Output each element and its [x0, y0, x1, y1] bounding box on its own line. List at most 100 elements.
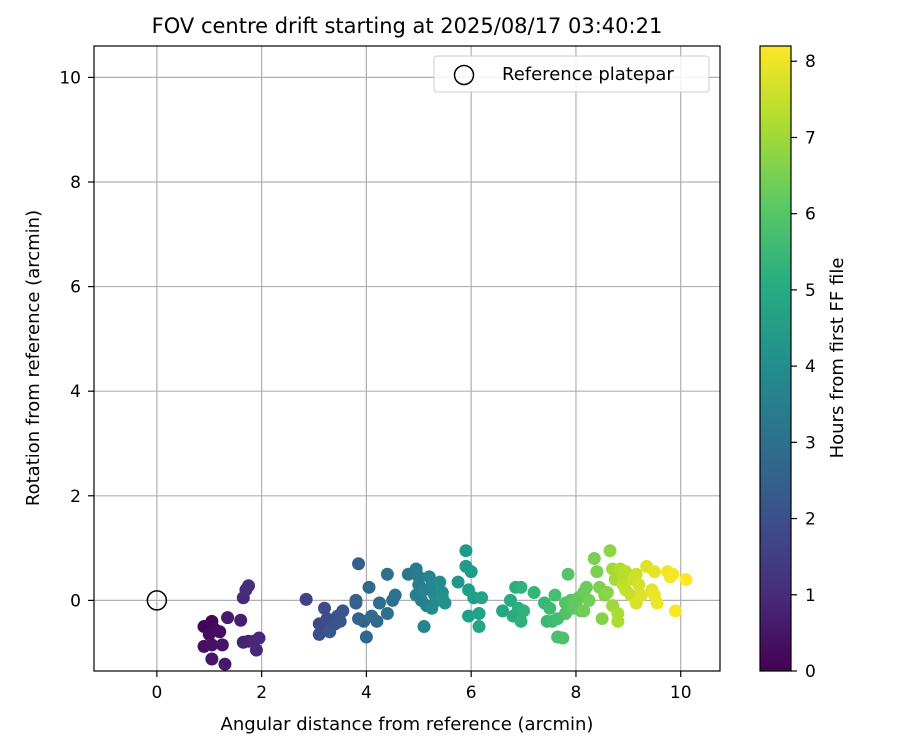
legend-box	[433, 55, 710, 93]
data-point	[215, 638, 229, 652]
y-axis-label: Rotation from reference (arcmin)	[23, 210, 44, 506]
data-point	[380, 567, 394, 581]
data-point	[459, 544, 473, 558]
y-tick-label: 4	[70, 382, 81, 402]
colorbar-tick-label: 7	[805, 128, 816, 148]
data-point	[205, 652, 219, 666]
data-point	[433, 575, 447, 589]
data-point	[679, 572, 693, 586]
data-point	[252, 631, 266, 645]
y-tick-label: 0	[70, 591, 81, 611]
plot-frame	[93, 45, 721, 672]
data-point	[634, 588, 648, 602]
data-point	[451, 575, 465, 589]
data-point	[517, 604, 531, 618]
x-tick-label: 8	[571, 683, 582, 703]
colorbar-tick-label: 6	[805, 205, 816, 225]
chart-title: FOV centre drift starting at 2025/08/17 …	[152, 14, 663, 38]
data-point	[600, 586, 614, 600]
data-point	[388, 588, 402, 602]
data-point	[464, 565, 478, 579]
x-tick-label: 4	[361, 683, 372, 703]
data-point	[218, 657, 232, 671]
data-point	[611, 614, 625, 628]
data-point	[312, 627, 326, 641]
data-point	[603, 544, 617, 558]
data-point	[556, 631, 570, 645]
legend-entry-reference-platepar: Reference platepar	[502, 64, 674, 85]
data-point	[221, 611, 235, 625]
data-point	[587, 552, 601, 566]
y-tick-label: 6	[70, 278, 81, 298]
data-point	[590, 565, 604, 579]
data-point	[234, 613, 248, 627]
y-axis-ticks: 0 2 4 6 8 10	[59, 68, 94, 611]
x-tick-label: 10	[670, 683, 692, 703]
data-point	[514, 580, 528, 594]
data-point	[417, 620, 431, 634]
x-tick-label: 6	[466, 683, 477, 703]
data-point	[205, 638, 219, 652]
data-points	[197, 544, 693, 671]
data-point	[668, 604, 682, 618]
data-point	[317, 601, 331, 615]
data-point	[213, 625, 227, 639]
colorbar: 0 1 2 3 4 5 6 7 8 Hours from first FF file	[759, 45, 848, 682]
legend-reference-marker	[453, 64, 475, 86]
data-point	[503, 593, 517, 607]
data-point	[527, 586, 541, 600]
data-point	[359, 630, 373, 644]
data-point	[543, 601, 557, 615]
data-point	[650, 596, 664, 610]
data-point	[352, 557, 366, 571]
data-point	[629, 567, 643, 581]
data-point	[595, 612, 609, 626]
data-point	[472, 620, 486, 634]
data-point	[666, 567, 680, 581]
colorbar-tick-label: 8	[805, 52, 816, 72]
data-point	[648, 565, 662, 579]
data-point	[370, 614, 384, 628]
data-point	[323, 625, 337, 639]
colorbar-tick-label: 5	[805, 281, 816, 301]
data-point	[472, 606, 486, 620]
colorbar-tick-label: 3	[805, 433, 816, 453]
data-point	[561, 567, 575, 581]
data-point	[548, 588, 562, 602]
x-axis-ticks: 0 2 4 6 8 10	[151, 671, 692, 703]
data-point	[249, 643, 263, 657]
y-tick-label: 2	[70, 487, 81, 507]
data-point	[349, 593, 363, 607]
colorbar-ticks: 0 1 2 3 4 5 6 7 8	[791, 52, 816, 682]
data-point	[577, 604, 591, 618]
data-point	[632, 578, 646, 592]
colorbar-label: Hours from first FF file	[827, 258, 848, 459]
data-point	[202, 627, 216, 641]
data-point	[462, 609, 476, 623]
colorbar-tick-label: 0	[805, 662, 816, 682]
data-point	[299, 592, 313, 606]
data-point	[514, 614, 528, 628]
data-point	[496, 604, 510, 618]
data-point	[362, 580, 376, 594]
data-point	[619, 565, 633, 579]
data-point	[372, 596, 386, 610]
data-point	[242, 579, 256, 593]
colorbar-gradient	[759, 45, 792, 672]
data-point	[336, 604, 350, 618]
y-tick-label: 10	[59, 68, 81, 88]
colorbar-tick-label: 2	[805, 510, 816, 530]
reference-platepar-marker	[146, 590, 168, 611]
data-point	[380, 606, 394, 620]
legend: Reference platepar	[433, 55, 710, 93]
data-point	[579, 580, 593, 594]
x-axis-label: Angular distance from reference (arcmin)	[221, 714, 594, 735]
colorbar-tick-label: 1	[805, 586, 816, 606]
data-point	[582, 593, 596, 607]
colorbar-tick-label: 4	[805, 357, 816, 377]
grid-lines	[94, 46, 720, 671]
y-tick-label: 8	[70, 173, 81, 193]
data-point	[333, 614, 347, 628]
data-point	[475, 591, 489, 605]
